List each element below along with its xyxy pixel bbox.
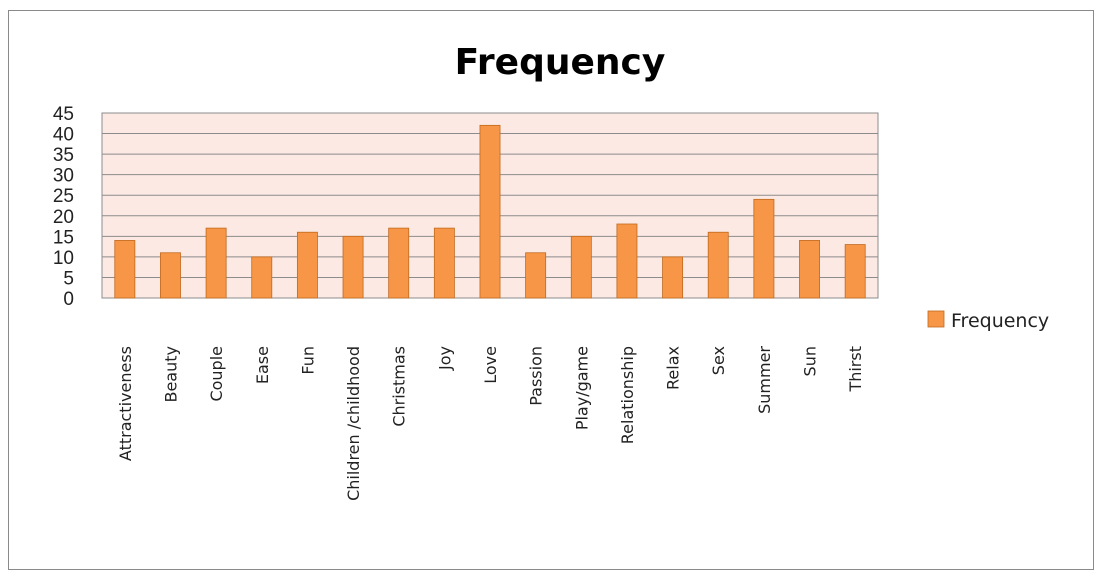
legend-label: Frequency xyxy=(951,310,1049,332)
y-tick-label: 45 xyxy=(53,104,74,125)
bar-play-game xyxy=(570,235,592,299)
x-category-label: Sun xyxy=(801,346,820,376)
bar-fun xyxy=(296,231,318,299)
bar-joy xyxy=(433,227,455,299)
bar-attractiveness xyxy=(114,240,136,299)
x-category-label: Christmas xyxy=(390,346,409,427)
bar-love xyxy=(479,124,501,299)
legend-swatch xyxy=(927,310,945,328)
x-category-label: Joy xyxy=(435,346,454,371)
bar-sun xyxy=(799,240,820,299)
bar-children-childhood xyxy=(342,235,364,299)
bar-passion xyxy=(525,252,547,299)
legend: Frequency xyxy=(927,310,1049,332)
y-tick-label: 30 xyxy=(53,166,74,187)
x-category-label: Sex xyxy=(709,346,728,375)
y-tick-label: 5 xyxy=(63,268,74,289)
x-category-label: Couple xyxy=(207,346,226,402)
bar-beauty xyxy=(160,252,181,299)
y-tick-label: 25 xyxy=(53,186,74,207)
y-tick-label: 10 xyxy=(53,248,74,269)
bar-thirst xyxy=(844,244,866,299)
bar-couple xyxy=(205,227,227,299)
y-tick-label: 0 xyxy=(63,289,74,310)
y-tick-label: 40 xyxy=(53,125,74,146)
x-category-label: Ease xyxy=(253,346,272,384)
x-category-label: Beauty xyxy=(161,346,180,403)
x-category-label: Relationship xyxy=(618,346,637,444)
bar-sex xyxy=(707,231,729,299)
x-category-label: Love xyxy=(481,346,500,384)
x-category-label: Relax xyxy=(664,346,683,390)
x-category-label: Attractiveness xyxy=(116,346,135,461)
x-category-label: Fun xyxy=(298,346,317,375)
bar-christmas xyxy=(388,227,410,299)
x-category-label: Children /childhood xyxy=(344,346,363,501)
chart-title: Frequency xyxy=(455,42,666,83)
x-category-label: Play/game xyxy=(572,346,591,430)
bar-relax xyxy=(662,256,684,299)
bar-summer xyxy=(753,198,775,299)
bar-ease xyxy=(251,256,273,299)
y-tick-label: 20 xyxy=(53,207,74,228)
x-category-label: Passion xyxy=(527,346,546,406)
x-category-label: Thirst xyxy=(846,346,865,393)
bar-relationship xyxy=(616,223,638,299)
y-tick-label: 15 xyxy=(53,227,74,248)
y-tick-label: 35 xyxy=(53,145,74,166)
x-category-label: Summer xyxy=(755,346,774,414)
